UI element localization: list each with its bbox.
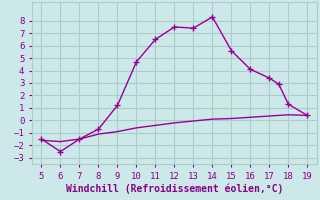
X-axis label: Windchill (Refroidissement éolien,°C): Windchill (Refroidissement éolien,°C): [66, 183, 283, 194]
